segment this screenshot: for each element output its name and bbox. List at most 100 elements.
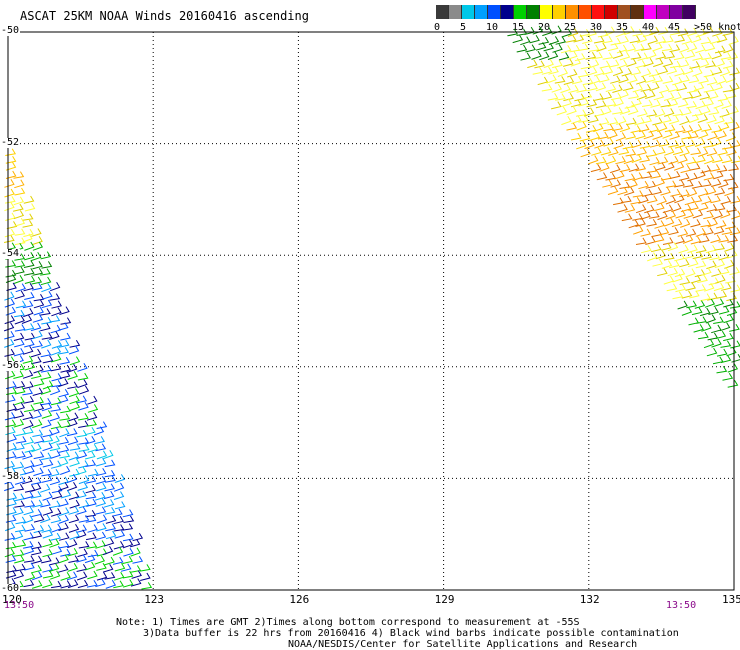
wind-barb [605, 99, 617, 107]
wind-barb [49, 443, 61, 452]
wind-barb [698, 202, 709, 212]
wind-barb [674, 253, 685, 262]
wind-barb [667, 98, 679, 108]
wind-barb [614, 170, 625, 180]
wind-barb [85, 475, 97, 484]
wind-barb [661, 242, 672, 251]
wind-barb [58, 388, 70, 398]
wind-barb [632, 172, 643, 181]
wind-barb [635, 163, 647, 172]
wind-barb [140, 572, 151, 581]
wind-barb [700, 36, 712, 45]
wind-barb [637, 108, 648, 117]
wind-barb [649, 139, 661, 148]
wind-barb [4, 482, 15, 492]
wind-barb [58, 514, 70, 524]
wind-barb [114, 530, 126, 539]
wind-barb [695, 260, 707, 269]
wind-barb [95, 443, 107, 452]
wind-barb [33, 467, 44, 477]
wind-barb [50, 386, 61, 396]
longitude-label: 123 [144, 593, 165, 606]
wind-barb [42, 429, 54, 438]
note-line-1: Note: 1) Times are GMT 2)Times along bot… [116, 617, 580, 628]
time-left: 13:50 [4, 600, 35, 611]
wind-barb [729, 323, 740, 332]
wind-barb [674, 140, 686, 149]
wind-barb [41, 474, 53, 483]
wind-barb [637, 52, 648, 61]
wind-barb [14, 228, 26, 236]
wind-barb [534, 60, 545, 69]
wind-barb [707, 91, 719, 100]
wind-barb [578, 98, 590, 107]
wind-barb [550, 101, 562, 110]
wind-barb [682, 180, 694, 188]
wind-barb [51, 485, 63, 494]
wind-barb [610, 75, 621, 84]
colorbar-swatch [501, 5, 514, 19]
wind-barb [632, 28, 644, 37]
wind-barb [666, 283, 678, 292]
wind-barb [690, 147, 702, 155]
wind-barb [86, 579, 98, 588]
wind-barb [104, 459, 116, 468]
latitude-label: -52 [0, 136, 21, 148]
wind-barb [15, 516, 27, 525]
wind-barb [580, 148, 591, 158]
wind-barb [667, 267, 679, 277]
wind-barb [674, 268, 686, 278]
wind-barb [661, 260, 673, 269]
wind-barb [41, 332, 53, 340]
wind-barb [50, 421, 62, 430]
wind-barb [67, 538, 78, 549]
wind-barb [5, 306, 17, 316]
longitude-label: 135 [722, 593, 740, 606]
wind-barb [719, 322, 731, 332]
wind-barb [4, 370, 16, 380]
wind-barb [619, 164, 631, 173]
wind-barb [623, 155, 635, 165]
wind-barb [630, 196, 641, 205]
wind-barb [700, 293, 711, 302]
wind-barb [654, 220, 665, 229]
wind-barb [624, 173, 636, 182]
wind-barb [711, 66, 723, 76]
wind-barb [551, 83, 562, 93]
longitude-label: 126 [289, 593, 310, 606]
wind-barb [566, 106, 577, 116]
wind-barb [610, 179, 621, 188]
wind-barb [673, 52, 685, 61]
wind-barb [14, 315, 25, 325]
wind-barb [14, 253, 26, 261]
wind-barb [557, 67, 569, 77]
wind-barb [674, 179, 685, 188]
wind-barb [584, 140, 595, 150]
wind-barb [31, 443, 42, 453]
wind-barb [6, 492, 18, 501]
wind-barb [23, 532, 34, 541]
wind-barb [6, 387, 17, 395]
wind-barb [23, 420, 34, 430]
wind-barb [50, 282, 61, 292]
wind-barb [711, 338, 722, 348]
wind-barb [6, 282, 17, 291]
wind-barb [103, 490, 115, 500]
wind-barb [573, 34, 585, 43]
wind-barb [33, 378, 45, 387]
wind-barb [662, 204, 674, 214]
wind-barb [701, 252, 712, 260]
longitude-label: 120 [2, 593, 22, 606]
wind-barb [76, 524, 87, 533]
wind-barb [607, 117, 619, 125]
wind-barb [66, 473, 78, 484]
wind-barb [78, 460, 89, 469]
wind-barb [24, 361, 36, 371]
wind-barb [31, 410, 43, 420]
wind-barb [23, 195, 35, 204]
wind-barb [122, 509, 134, 518]
wind-barb [661, 173, 672, 181]
wind-barb [727, 249, 738, 259]
wind-barb [33, 435, 45, 444]
wind-barb [5, 426, 16, 436]
